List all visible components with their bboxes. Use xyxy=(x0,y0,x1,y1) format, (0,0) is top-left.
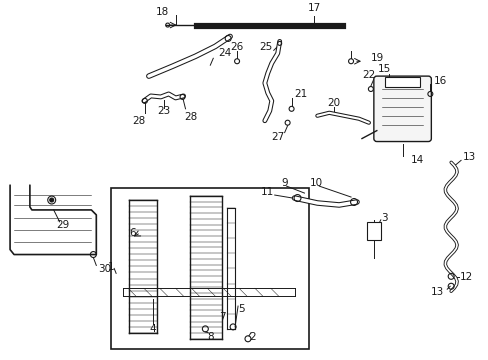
Text: 28: 28 xyxy=(183,112,197,122)
Bar xyxy=(384,77,420,87)
Text: 3: 3 xyxy=(380,213,386,223)
Text: 23: 23 xyxy=(157,106,170,116)
Text: 17: 17 xyxy=(307,3,320,13)
Text: 14: 14 xyxy=(410,156,423,165)
Text: 1: 1 xyxy=(108,262,114,273)
Text: 28: 28 xyxy=(132,116,145,126)
Text: 19: 19 xyxy=(370,53,384,63)
Bar xyxy=(366,222,380,240)
Text: 20: 20 xyxy=(327,98,340,108)
Text: 4: 4 xyxy=(149,324,156,334)
Text: 30: 30 xyxy=(98,264,111,274)
Text: 12: 12 xyxy=(459,272,472,282)
Text: 13: 13 xyxy=(430,287,443,297)
Text: 22: 22 xyxy=(362,70,375,80)
Text: 2: 2 xyxy=(249,332,256,342)
Text: 26: 26 xyxy=(230,42,243,52)
Text: 6: 6 xyxy=(129,228,136,238)
Text: 8: 8 xyxy=(206,332,213,342)
Text: 10: 10 xyxy=(309,178,322,188)
Text: 7: 7 xyxy=(219,312,225,322)
Text: 16: 16 xyxy=(432,76,446,86)
FancyBboxPatch shape xyxy=(373,76,430,141)
Text: 27: 27 xyxy=(270,131,284,141)
Circle shape xyxy=(50,198,54,202)
Text: 18: 18 xyxy=(155,7,168,17)
Text: 24: 24 xyxy=(218,48,231,58)
Text: 13: 13 xyxy=(462,152,475,162)
Bar xyxy=(111,188,309,349)
Text: 11: 11 xyxy=(261,187,274,197)
Text: 15: 15 xyxy=(377,64,390,74)
Text: 29: 29 xyxy=(57,220,70,230)
Text: 25: 25 xyxy=(259,42,272,52)
Text: 9: 9 xyxy=(281,178,287,188)
Text: 21: 21 xyxy=(294,89,307,99)
Text: 5: 5 xyxy=(237,304,244,314)
